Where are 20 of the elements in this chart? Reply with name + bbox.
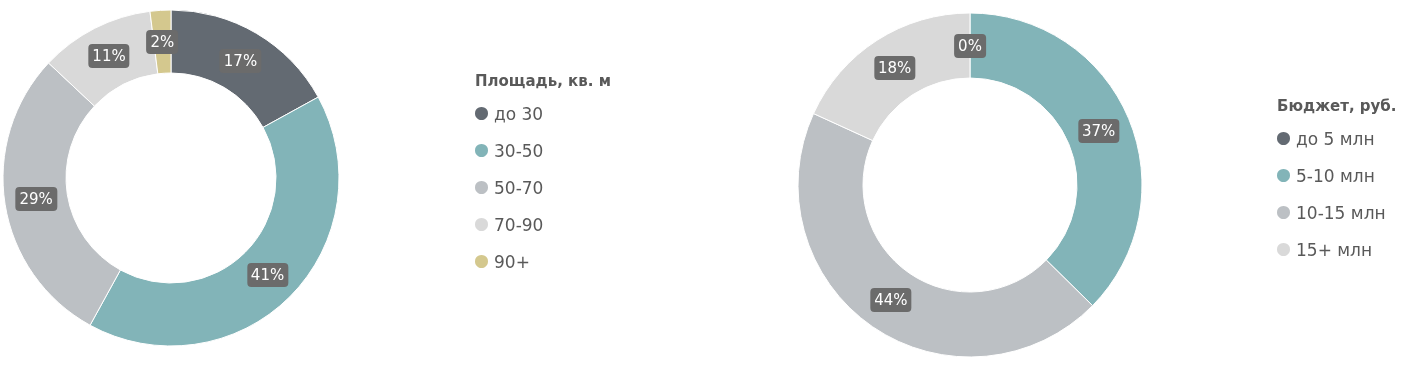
legend-label: до 5 млн bbox=[1296, 128, 1375, 149]
legend-label: 5-10 млн bbox=[1296, 165, 1375, 186]
legend-label: 70-90 bbox=[494, 214, 544, 235]
data-label: 11% bbox=[88, 44, 130, 69]
legend-title: Площадь, кв. м bbox=[475, 71, 611, 90]
data-label: 37% bbox=[1077, 119, 1120, 144]
data-label: 18% bbox=[873, 55, 916, 80]
data-label: 44% bbox=[870, 287, 912, 312]
data-label: 29% bbox=[15, 187, 57, 212]
legend-title: Бюджет, руб. bbox=[1277, 96, 1397, 115]
data-label: 2% bbox=[146, 29, 179, 54]
legend-label: 15+ млн bbox=[1296, 239, 1373, 260]
legend-label: 10-15 млн bbox=[1296, 202, 1386, 223]
legend-label: 90+ bbox=[494, 251, 530, 272]
legend-label: 30-50 bbox=[494, 140, 544, 161]
legend-label: до 30 bbox=[494, 103, 544, 124]
legend-label: 50-70 bbox=[494, 177, 544, 198]
data-label: 41% bbox=[246, 262, 289, 287]
data-label: 17% bbox=[219, 48, 262, 73]
text: 0% bbox=[958, 36, 982, 55]
